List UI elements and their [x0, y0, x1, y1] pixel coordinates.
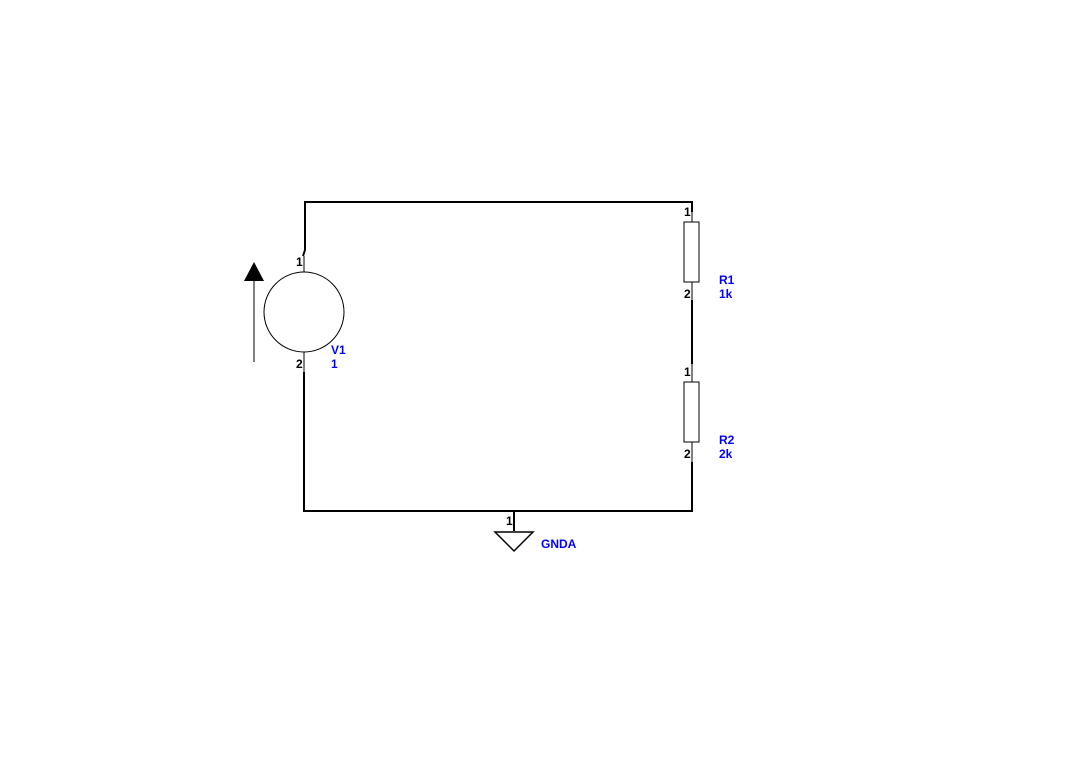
resistor-r2[interactable]: 1 2 R2 2k — [683, 364, 735, 462]
ground-gnda[interactable]: 1 GNDA — [493, 514, 577, 553]
gnd-ref-label: GNDA — [541, 537, 577, 551]
wire-bottom[interactable] — [303, 372, 693, 512]
wire-top[interactable] — [304, 201, 693, 250]
r1-ref-label: R1 — [719, 273, 735, 287]
voltage-source-v1[interactable]: 1 2 V1 1 — [244, 255, 346, 372]
resistor-r2-body-icon — [683, 381, 700, 443]
r2-pin1-label: 1 — [684, 365, 691, 379]
v1-value-label: 1 — [331, 357, 338, 371]
v1-ref-label: V1 — [331, 343, 346, 357]
v1-pin1-label: 1 — [296, 255, 303, 269]
wires — [302, 201, 693, 531]
r2-value-label: 2k — [719, 447, 733, 461]
resistor-r1[interactable]: 1 2 R1 1k — [683, 205, 735, 301]
ground-triangle-icon — [493, 531, 535, 553]
r1-value-label: 1k — [719, 287, 733, 301]
wire-v1-top-stub[interactable] — [302, 249, 306, 257]
r2-pin2-label: 2 — [684, 447, 691, 461]
arrow-up-icon — [244, 262, 264, 362]
r2-ref-label: R2 — [719, 433, 735, 447]
resistor-r1-body-icon — [683, 221, 700, 283]
v1-pin2-label: 2 — [296, 357, 303, 371]
r1-pin2-label: 2 — [684, 287, 691, 301]
voltage-source-circle-icon — [263, 271, 345, 353]
r1-pin1-label: 1 — [684, 205, 691, 219]
gnd-pin-label: 1 — [506, 514, 513, 528]
